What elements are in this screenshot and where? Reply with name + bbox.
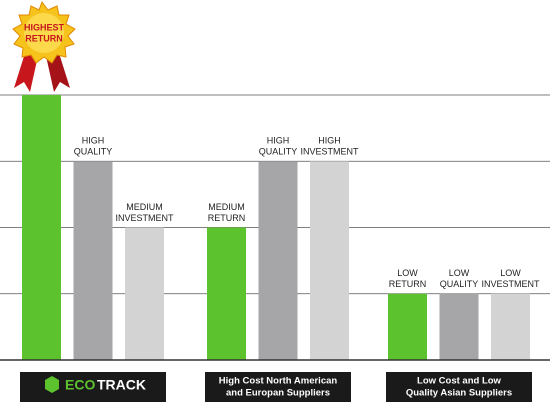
bar-label: INVESTMENT (481, 279, 540, 289)
group-label: Quality Asian Suppliers (406, 388, 512, 399)
plot-area (0, 94, 550, 360)
badge-text: RETURN (25, 33, 63, 43)
group-label-box (205, 372, 351, 402)
bar (73, 161, 113, 360)
bar (22, 95, 61, 360)
bar-label: QUALITY (259, 147, 298, 157)
group-label-box (386, 372, 532, 402)
badge: HIGHEST RETURN (12, 0, 76, 92)
bar-label: MEDIUM (208, 202, 245, 212)
bar-label: LOW (449, 268, 470, 278)
bar-label: INVESTMENT (115, 213, 174, 223)
logo-text: TRACK (97, 377, 146, 393)
bar-label: HIGH (318, 136, 341, 146)
bar (439, 293, 479, 360)
bar-label: LOW (397, 268, 418, 278)
bar (125, 227, 164, 360)
bar (207, 227, 246, 360)
bar-label: LOW (500, 268, 521, 278)
bar-label: QUALITY (74, 147, 113, 157)
group-label: Low Cost and Low (417, 376, 502, 387)
bar-label: RETURN (389, 279, 427, 289)
logo-icon (45, 376, 59, 393)
bar (491, 293, 530, 360)
badge-text: HIGHEST (24, 22, 65, 32)
group-label: High Cost North American (219, 376, 338, 387)
bar (388, 293, 427, 360)
bar-label: QUALITY (440, 279, 479, 289)
bar (258, 161, 298, 360)
bar-label: RETURN (208, 213, 246, 223)
group-label: and Europan Suppliers (226, 388, 330, 399)
bar-label: HIGH (267, 136, 290, 146)
bar-label: INVESTMENT (300, 147, 359, 157)
bar-label: HIGH (82, 136, 105, 146)
bar-label: MEDIUM (126, 202, 163, 212)
logo-text: ECO (65, 377, 95, 393)
group-label-box (20, 372, 166, 402)
bar (310, 161, 349, 360)
